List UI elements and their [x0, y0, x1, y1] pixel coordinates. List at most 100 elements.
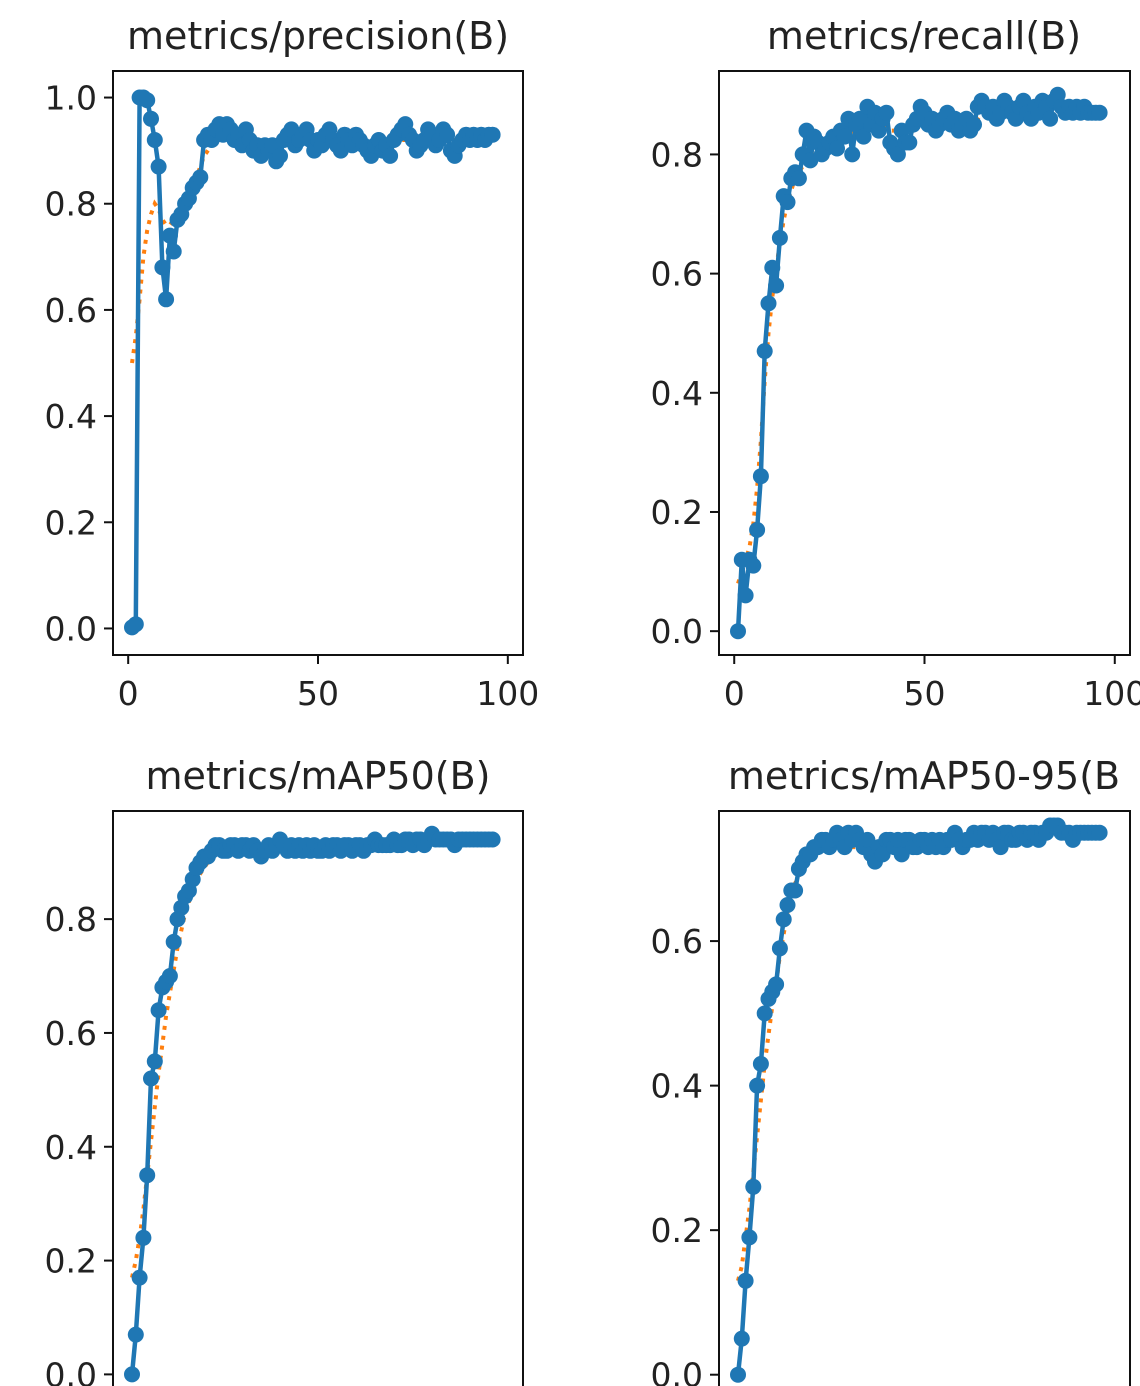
data-point [1042, 110, 1059, 127]
data-point [135, 1229, 152, 1246]
data-point [439, 126, 456, 143]
data-point [901, 134, 918, 151]
data-point [745, 1178, 762, 1195]
data-point [161, 968, 178, 984]
data-point [730, 1366, 746, 1383]
markers-map50-95 [730, 817, 1108, 1383]
plot-content-recall [730, 86, 1108, 640]
data-point [829, 140, 845, 157]
y-tick-label: 0.6 [45, 291, 97, 330]
x-tick-label: 100 [1083, 674, 1140, 713]
y-tick-label: 0.4 [651, 374, 703, 413]
data-point [768, 277, 785, 294]
data-point [161, 227, 178, 244]
panel-title-map50: metrics/mAP50(B) [146, 754, 491, 798]
y-tick-label: 0.6 [45, 1014, 97, 1053]
data-point [790, 170, 807, 187]
data-point [745, 557, 762, 574]
data-point [764, 259, 781, 276]
data-point [893, 846, 910, 863]
data-point [143, 110, 159, 127]
data-point [154, 259, 171, 276]
panel-title-recall: metrics/recall(B) [767, 14, 1081, 58]
data-point [382, 147, 399, 164]
data-point [124, 1366, 140, 1383]
data-point [1049, 86, 1066, 103]
data-point [127, 1326, 144, 1343]
y-tick-label: 0.6 [651, 922, 703, 961]
data-point [139, 1167, 156, 1184]
panel-precision: metrics/precision(B) 0.0 0.2 0.4 0.6 0.8 1.0 0… [45, 14, 540, 713]
data-point [139, 92, 156, 109]
panel-map50-95: metrics/mAP50-95(B 0.0 0.2 0.4 0.6 [651, 754, 1131, 1386]
y-tick-label: 0.2 [651, 1211, 703, 1250]
data-point [737, 587, 754, 604]
y-tick-label: 0.8 [45, 900, 97, 939]
plot-area-map50-95 [718, 810, 1131, 1386]
y-tick-label: 0.4 [651, 1067, 703, 1106]
data-point [484, 831, 501, 848]
y-tick-label: 0.2 [45, 1242, 97, 1281]
data-point [992, 839, 1009, 856]
data-point [127, 616, 144, 633]
data-point [775, 911, 792, 928]
x-tick-label: 0 [724, 674, 745, 713]
data-point [768, 976, 785, 993]
data-point [737, 1272, 754, 1289]
data-point [1091, 104, 1108, 121]
y-tick-label: 0.0 [651, 1356, 703, 1386]
data-point [756, 1005, 773, 1022]
data-point [756, 343, 773, 360]
data-point [749, 1077, 766, 1094]
data-point [771, 940, 788, 957]
x-tick-label: 100 [476, 674, 539, 713]
y-tick-label: 0.8 [45, 185, 97, 224]
data-point [158, 291, 175, 308]
data-point [855, 128, 872, 145]
data-point [836, 128, 853, 145]
panel-title-precision: metrics/precision(B) [127, 14, 509, 58]
y-tick-label: 0.0 [45, 609, 97, 648]
x-tick-label: 0 [118, 674, 139, 713]
data-point [150, 1002, 167, 1019]
data-point [966, 116, 982, 133]
y-tick-label: 0.6 [651, 255, 703, 294]
data-point [150, 158, 167, 175]
data-point [859, 831, 876, 848]
y-tick-label: 0.0 [45, 1355, 97, 1386]
y-tick-label: 0.4 [45, 1128, 97, 1167]
data-point [787, 882, 804, 899]
data-point [484, 126, 501, 143]
markers-precision [124, 89, 501, 636]
data-point [771, 229, 788, 246]
data-point [143, 1070, 159, 1087]
plot-content-map50-95 [730, 817, 1108, 1383]
x-tick-label: 50 [904, 674, 946, 713]
y-tick-label: 0.2 [45, 503, 97, 542]
data-point [741, 1229, 758, 1246]
plot-area-precision [112, 70, 524, 656]
data-point [272, 147, 288, 164]
data-point [752, 1055, 769, 1072]
data-point [146, 132, 163, 148]
plot-content-precision [124, 89, 501, 636]
data-point [146, 1053, 163, 1070]
panel-title-map50-95: metrics/mAP50-95(B [728, 754, 1120, 798]
markers-map50 [124, 825, 501, 1383]
plot-area-map50 [112, 810, 524, 1386]
plot-content-map50 [124, 825, 501, 1383]
y-tick-label: 0.4 [45, 397, 97, 436]
data-point [889, 146, 906, 163]
data-point [779, 194, 796, 211]
data-point [165, 933, 182, 950]
y-tick-label: 1.0 [45, 79, 97, 118]
data-point [760, 295, 777, 312]
data-point [752, 468, 769, 485]
y-tick-label: 0.0 [651, 612, 703, 651]
data-point [779, 897, 796, 913]
data-point [131, 1269, 148, 1286]
data-point [874, 846, 891, 863]
data-point [165, 243, 182, 260]
